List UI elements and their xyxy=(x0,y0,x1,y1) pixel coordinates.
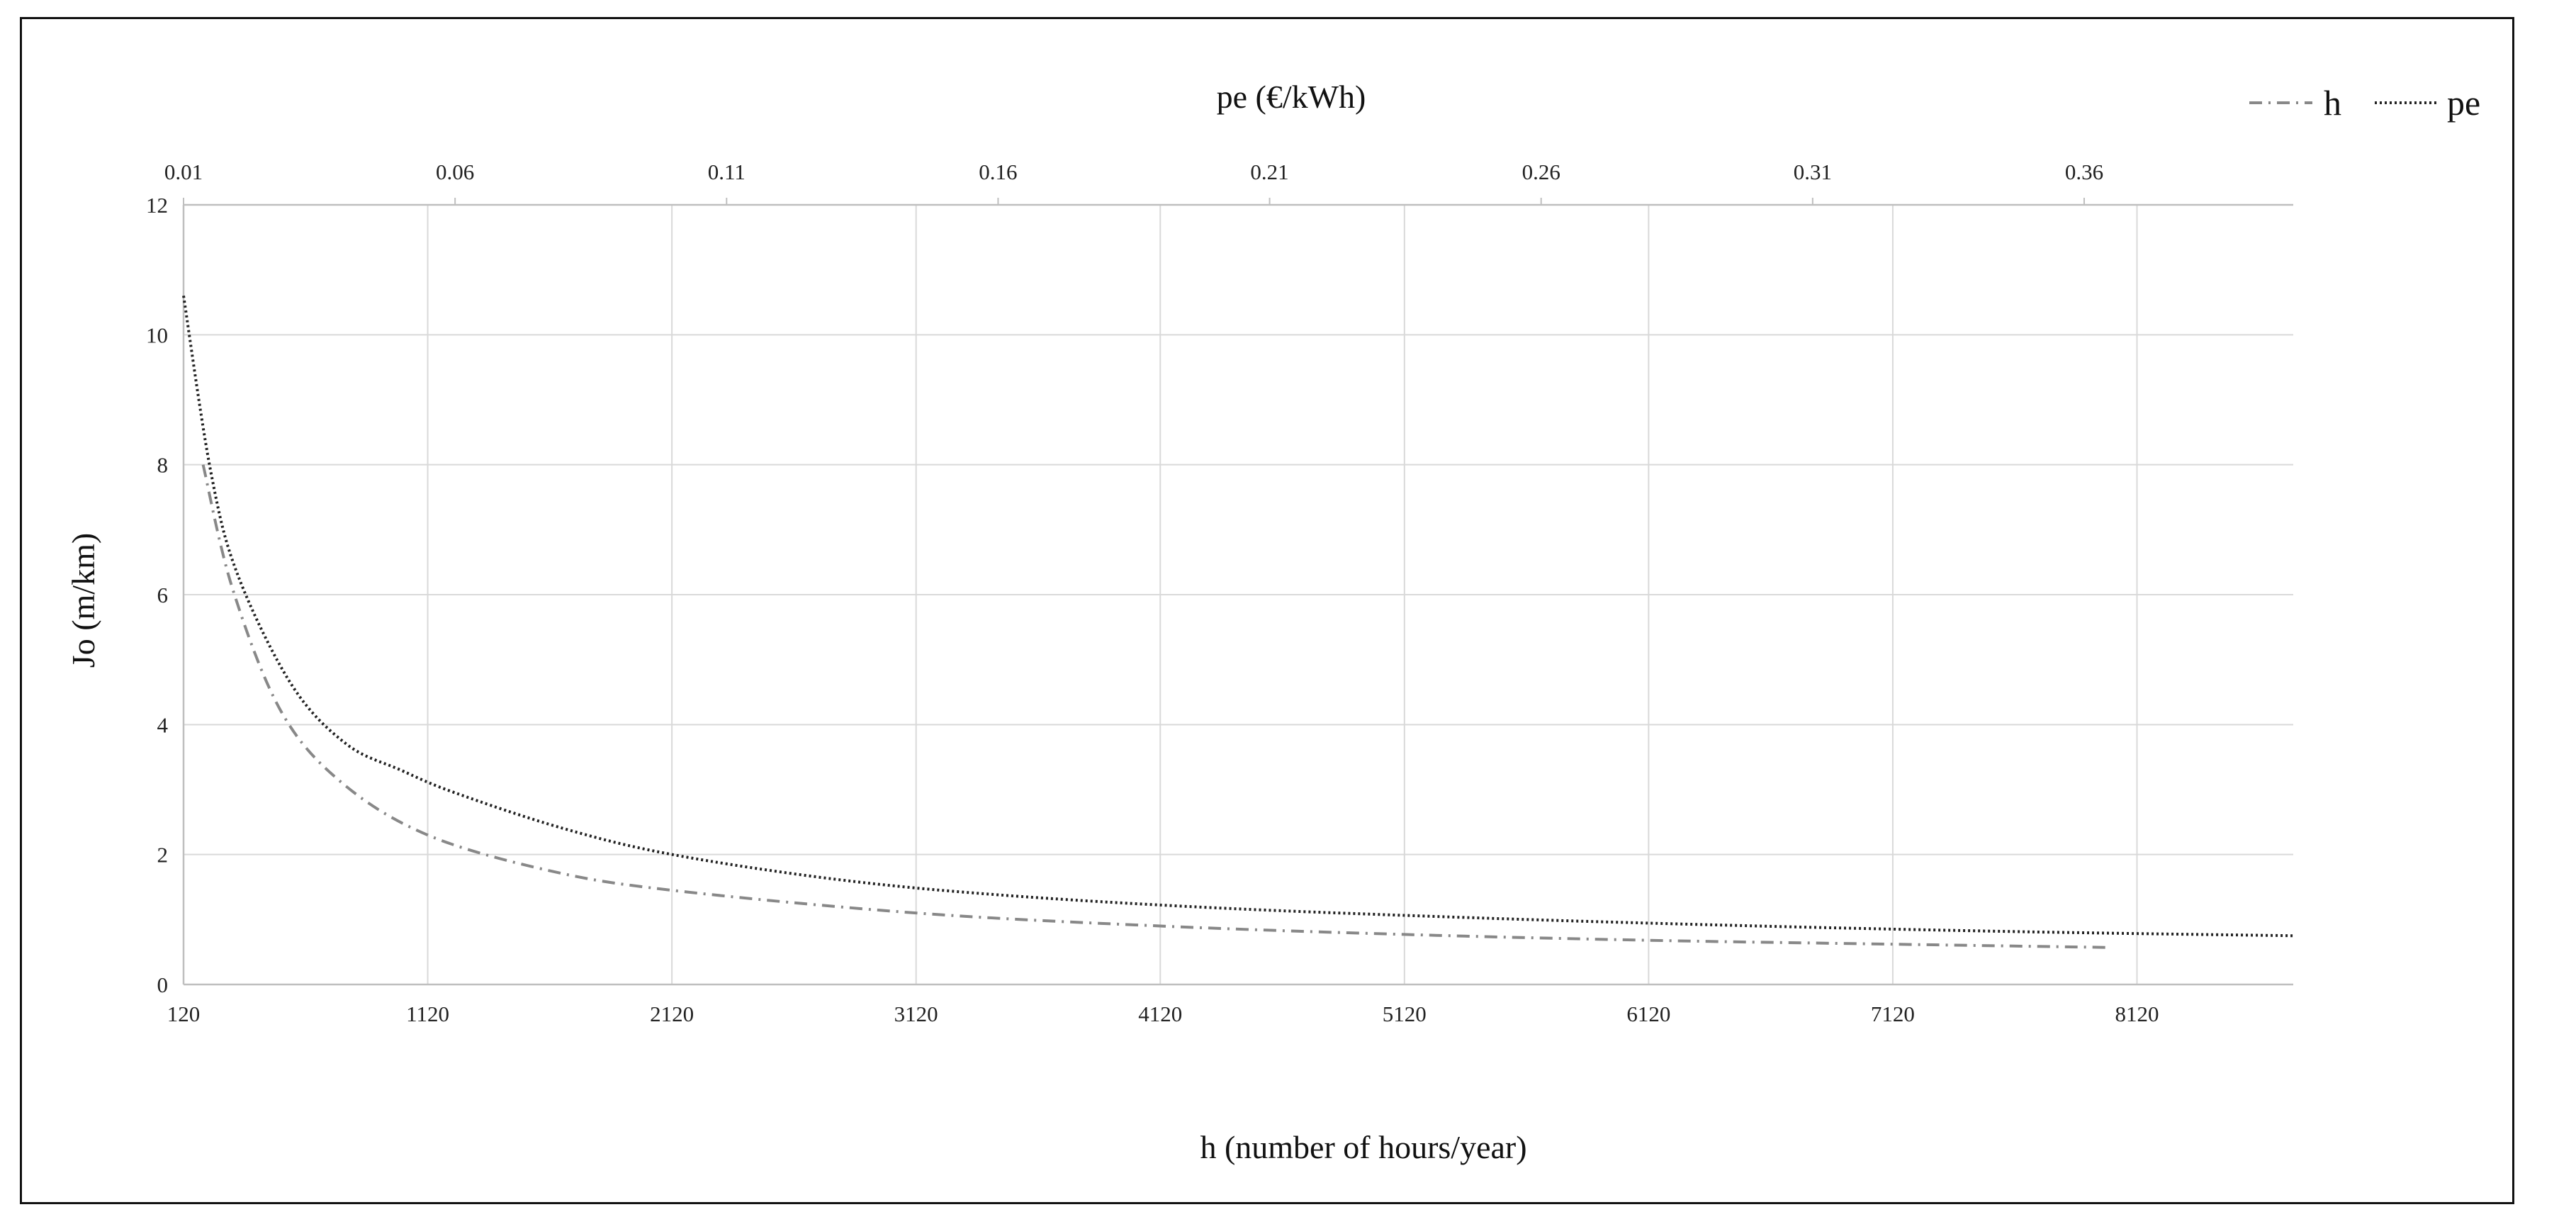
y-tick-label: 12 xyxy=(146,193,168,218)
x-tick-label: 5120 xyxy=(1383,1001,1427,1026)
top-tick-label: 0.11 xyxy=(708,159,746,184)
y-tick-label: 8 xyxy=(157,453,169,478)
x-tick-label: 120 xyxy=(167,1001,201,1026)
top-tick-label: 0.06 xyxy=(436,159,474,184)
y-tick-label: 2 xyxy=(157,843,169,868)
x-tick-label: 6120 xyxy=(1626,1001,1670,1026)
top-tick-label: 0.36 xyxy=(2065,159,2103,184)
y-axis-ticks: 0 2 4 6 8 10 12 xyxy=(146,193,169,997)
y-axis-title: Jo (m/km) xyxy=(65,533,101,668)
x-tick-label: 2120 xyxy=(650,1001,694,1026)
top-tick-label: 0.31 xyxy=(1794,159,1832,184)
x-tick-label: 8120 xyxy=(2115,1001,2159,1026)
x-tick-label: 4120 xyxy=(1138,1001,1182,1026)
series-lines xyxy=(182,296,2294,949)
series-line-pe xyxy=(182,296,2294,938)
top-axis-ticks: 0.01 0.06 0.11 0.16 0.21 0.26 0.31 0.36 xyxy=(164,159,2103,205)
x-axis-ticks: 120 1120 2120 3120 4120 5120 6120 7120 8120 xyxy=(167,1001,2159,1026)
legend-h-label: h xyxy=(2324,83,2341,123)
top-tick-label: 0.16 xyxy=(979,159,1017,184)
y-tick-label: 0 xyxy=(157,972,169,997)
top-tick-label: 0.26 xyxy=(1522,159,1560,184)
gridlines xyxy=(184,204,2293,984)
top-axis-title: pe (€/kWh) xyxy=(1217,79,1366,115)
y-tick-label: 4 xyxy=(157,712,169,737)
top-tick-label: 0.21 xyxy=(1250,159,1288,184)
y-tick-label: 10 xyxy=(146,322,168,347)
legend: h pe xyxy=(2249,83,2480,123)
y-tick-label: 6 xyxy=(157,583,169,607)
top-tick-label: 0.01 xyxy=(164,159,203,184)
x-tick-label: 7120 xyxy=(1871,1001,1915,1026)
line-chart: 120 1120 2120 3120 4120 5120 6120 7120 8120 0.01… xyxy=(65,79,2480,1165)
x-tick-label: 1120 xyxy=(406,1001,449,1026)
axes xyxy=(182,203,2293,986)
chart-frame: 120 1120 2120 3120 4120 5120 6120 7120 8120 0.01… xyxy=(20,17,2514,1204)
x-tick-label: 3120 xyxy=(894,1001,938,1026)
legend-pe-label: pe xyxy=(2447,83,2480,123)
series-line-h xyxy=(201,464,2108,949)
x-axis-title: h (number of hours/year) xyxy=(1200,1129,1526,1165)
